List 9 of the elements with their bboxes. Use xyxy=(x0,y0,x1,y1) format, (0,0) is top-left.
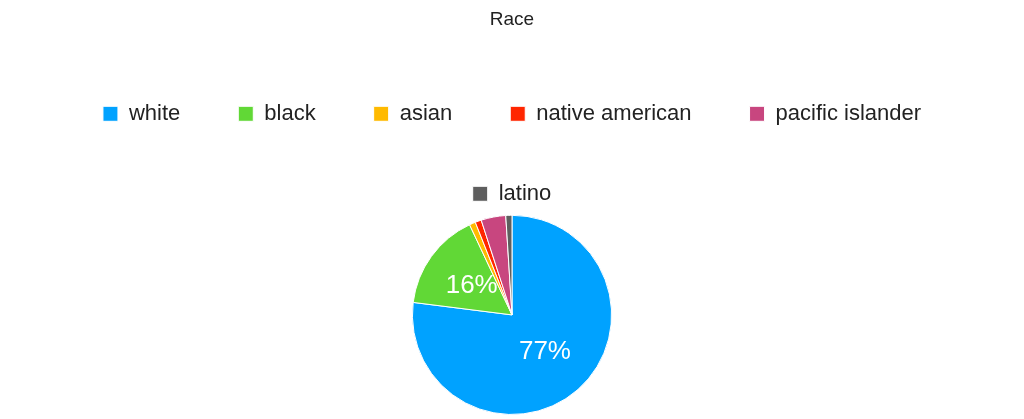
chart-title: Race xyxy=(489,7,535,29)
legend-label: pacific islander xyxy=(775,99,922,125)
legend-label: asian xyxy=(399,99,453,125)
legend-label: latino xyxy=(498,179,552,205)
data-label: 16% xyxy=(445,268,498,299)
legend-label: black xyxy=(264,99,317,125)
legend-label: white xyxy=(127,99,181,125)
data-label: 77% xyxy=(518,335,571,366)
legend-label: native american xyxy=(536,99,692,125)
